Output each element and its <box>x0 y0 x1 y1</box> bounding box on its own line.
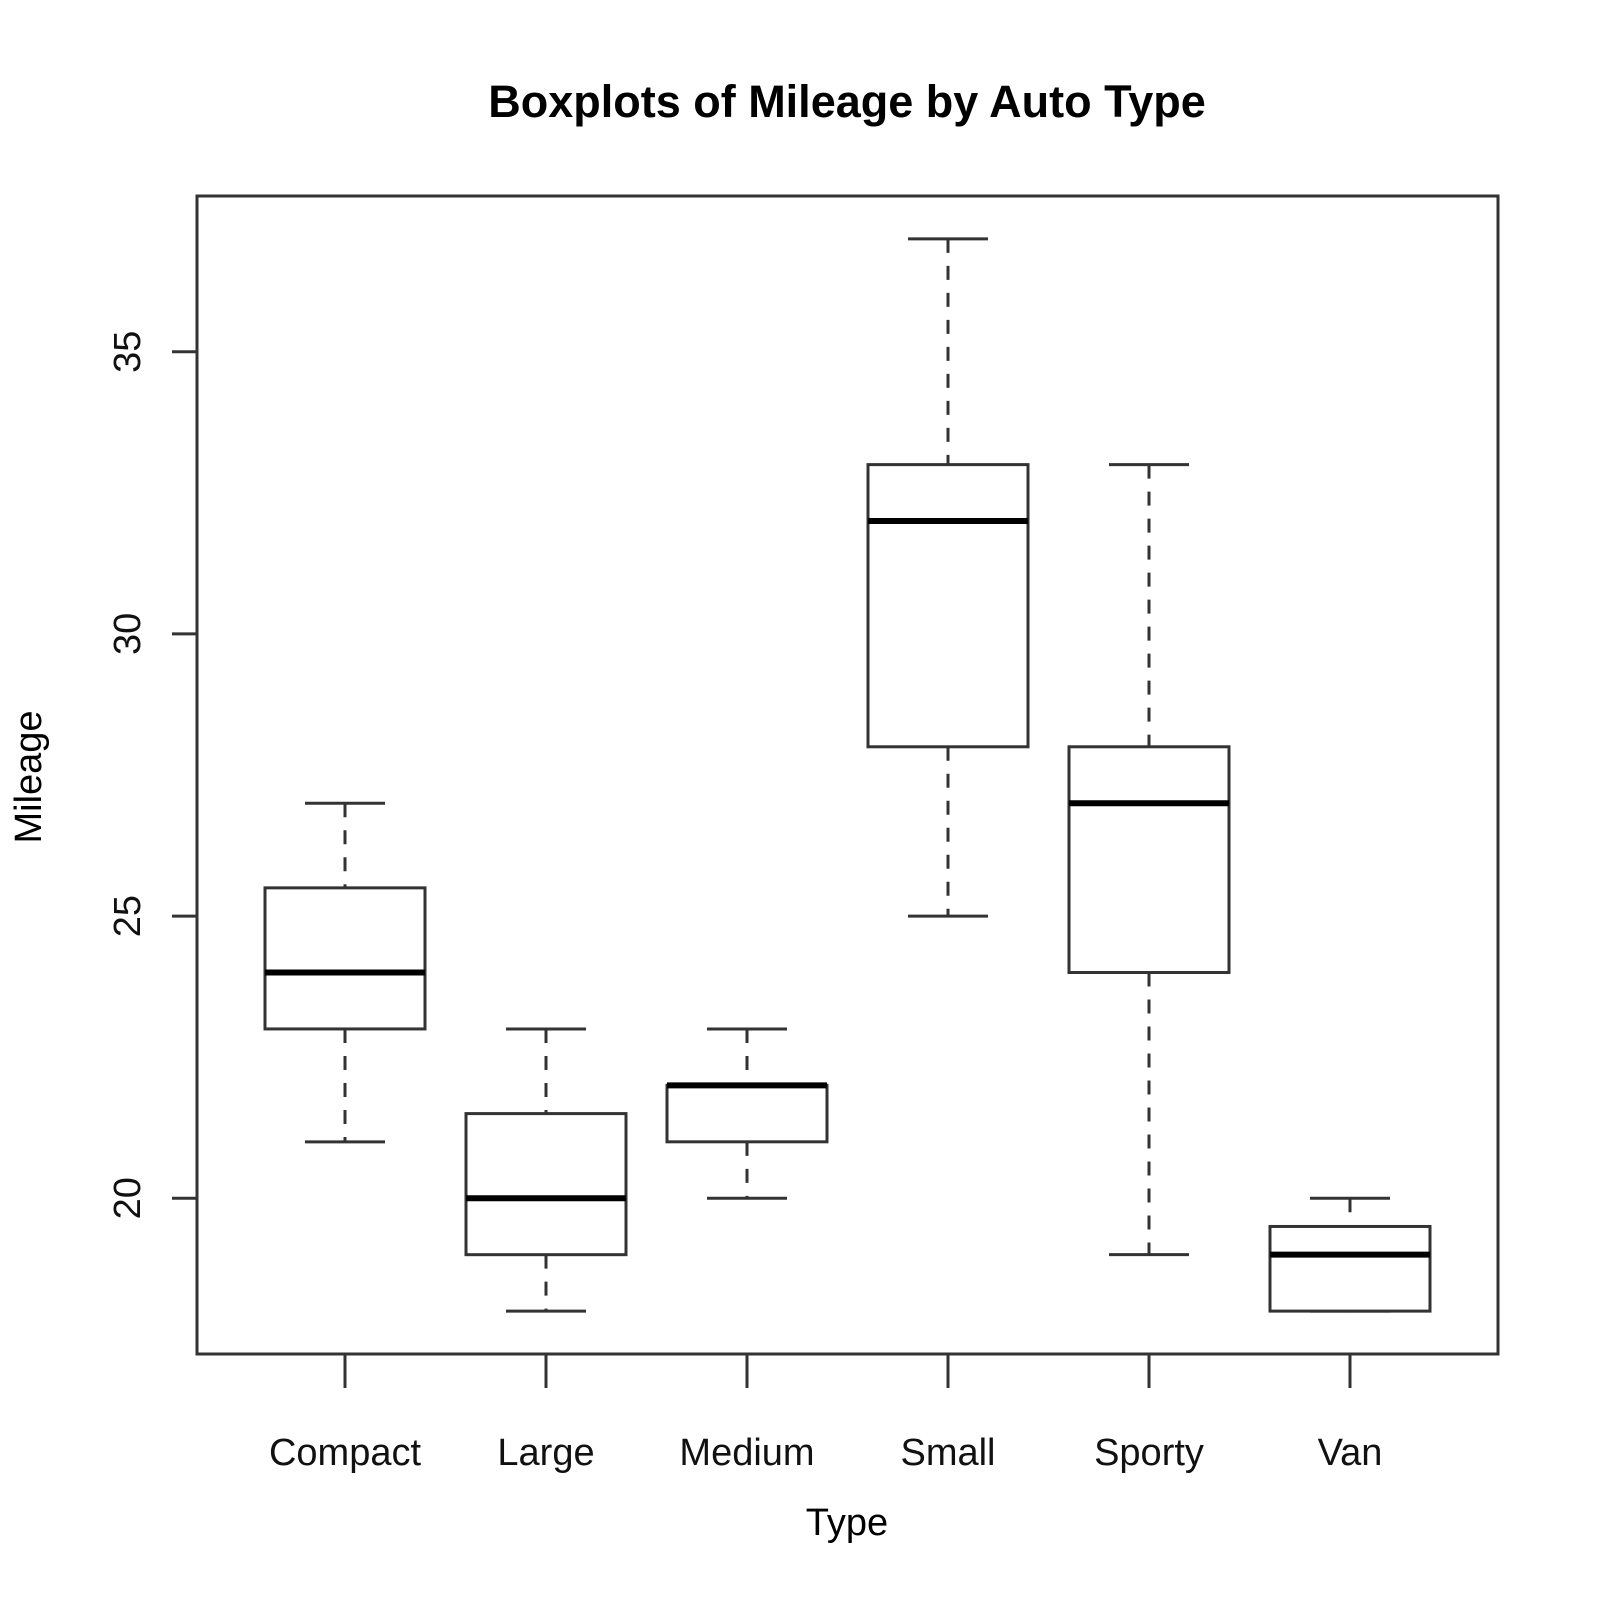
x-axis-label: Type <box>806 1502 888 1544</box>
y-axis: 20 25 30 35 <box>107 331 197 1219</box>
iqr-box <box>866 463 1030 749</box>
box-sporty <box>1067 463 1231 1257</box>
x-tick-label-medium: Medium <box>679 1432 814 1474</box>
iqr-box <box>1268 1224 1432 1313</box>
x-tick-label-large: Large <box>497 1432 594 1474</box>
iqr-box <box>1067 745 1231 975</box>
x-axis: Compact Large Medium Small Sporty Van <box>269 1354 1382 1474</box>
iqr-box <box>665 1083 829 1144</box>
box-large <box>464 1027 628 1313</box>
box-van <box>1268 1196 1432 1313</box>
iqr-box <box>464 1112 628 1257</box>
y-tick-label: 30 <box>107 613 149 655</box>
x-tick-label-sporty: Sporty <box>1094 1432 1204 1474</box>
chart-title: Boxplots of Mileage by Auto Type <box>488 76 1206 127</box>
iqr-box <box>263 886 427 1031</box>
x-tick-label-compact: Compact <box>269 1432 421 1474</box>
box-small <box>866 237 1030 918</box>
plot-frame <box>195 194 1500 1356</box>
y-tick-label: 25 <box>107 895 149 937</box>
x-tick-label-van: Van <box>1318 1432 1383 1474</box>
y-tick-label: 20 <box>107 1177 149 1219</box>
box-medium <box>665 1027 829 1200</box>
y-axis-label: Mileage <box>8 710 50 843</box>
box-compact <box>263 801 427 1144</box>
y-tick-label: 35 <box>107 331 149 373</box>
x-tick-label-small: Small <box>900 1432 995 1474</box>
plot-area <box>263 237 1432 1313</box>
